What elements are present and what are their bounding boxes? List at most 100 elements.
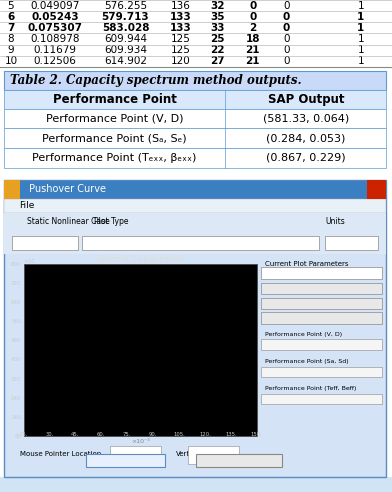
Text: Plot Type: Plot Type — [94, 217, 129, 226]
Text: 1: 1 — [358, 45, 364, 55]
Text: 10: 10 — [4, 57, 18, 66]
Text: 22: 22 — [211, 45, 225, 55]
Text: 9: 9 — [8, 45, 14, 55]
Text: 25: 25 — [211, 34, 225, 44]
Text: 1: 1 — [357, 12, 364, 22]
Text: 18: 18 — [246, 34, 260, 44]
Text: 400: 400 — [11, 357, 22, 363]
Text: Cancel: Cancel — [223, 456, 256, 465]
Text: A40PC1: A40PC1 — [265, 270, 292, 276]
Text: 150.: 150. — [251, 432, 263, 437]
Text: 720: 720 — [11, 281, 22, 286]
Text: 133: 133 — [169, 12, 191, 22]
Text: 1: 1 — [357, 23, 364, 33]
Text: Mouse Pointer Location    Horiz:: Mouse Pointer Location Horiz: — [20, 451, 130, 458]
Text: 0.075307: 0.075307 — [27, 23, 82, 33]
Text: 60.: 60. — [97, 432, 105, 437]
Text: 133: 133 — [169, 23, 191, 33]
Text: 120: 120 — [171, 57, 190, 66]
Text: 105.: 105. — [173, 432, 185, 437]
Text: 45.: 45. — [71, 432, 80, 437]
Text: 0.12506: 0.12506 — [33, 57, 76, 66]
Text: 583.028: 583.028 — [102, 23, 149, 33]
Text: Performance Point (V, D): Performance Point (V, D) — [46, 114, 183, 123]
Text: 1: 1 — [358, 57, 364, 66]
Text: Units: Units — [325, 217, 345, 226]
Text: 1: 1 — [358, 0, 364, 10]
Text: Performance Point (Teff, Beff): Performance Point (Teff, Beff) — [265, 386, 356, 391]
Text: 27: 27 — [210, 57, 225, 66]
Text: 640: 640 — [11, 300, 22, 305]
Text: 160: 160 — [11, 415, 22, 420]
Text: Add Copy of Parameters...: Add Copy of Parameters... — [280, 301, 363, 306]
Text: 135.: 135. — [225, 432, 237, 437]
Text: ATC-40 Capacity Spectrum: ATC-40 Capacity Spectrum — [110, 240, 203, 246]
Text: 15.: 15. — [19, 432, 28, 437]
Text: 1: 1 — [358, 34, 364, 44]
Text: X: X — [11, 185, 17, 194]
Text: 32: 32 — [211, 0, 225, 10]
Text: Performance Point (Sa, Sd): Performance Point (Sa, Sd) — [265, 359, 348, 364]
Text: 0: 0 — [283, 23, 290, 33]
Text: 120.: 120. — [199, 432, 211, 437]
Text: 0: 0 — [249, 0, 256, 10]
Text: OK: OK — [118, 456, 132, 465]
Text: Current Plot Parameters: Current Plot Parameters — [265, 261, 348, 267]
Text: X: X — [373, 185, 379, 194]
Text: 609.934: 609.934 — [104, 45, 147, 55]
Text: Spectral Acceleration →: Spectral Acceleration → — [254, 312, 260, 386]
Text: 800: 800 — [11, 262, 22, 267]
Text: 21: 21 — [246, 45, 260, 55]
Text: 125: 125 — [171, 34, 190, 44]
Text: 240: 240 — [11, 396, 22, 400]
Text: 0: 0 — [283, 57, 289, 66]
Text: ( 0.867  0.229 ): ( 0.867 0.229 ) — [297, 397, 346, 401]
Text: File: File — [20, 201, 35, 210]
Text: 614.902: 614.902 — [104, 57, 147, 66]
Text: 21: 21 — [246, 57, 260, 66]
Text: ×10: ×10 — [24, 259, 35, 264]
Text: 5: 5 — [8, 0, 14, 10]
Text: Performance Point: Performance Point — [53, 93, 177, 106]
Text: 0.11679: 0.11679 — [33, 45, 76, 55]
Text: Performance Point (V, D): Performance Point (V, D) — [265, 332, 342, 337]
Text: 75.: 75. — [123, 432, 131, 437]
Text: 80: 80 — [15, 434, 22, 439]
Text: SAP Output: SAP Output — [267, 93, 344, 106]
Text: 8: 8 — [8, 34, 14, 44]
Text: Spectral Displacement: Spectral Displacement — [97, 255, 183, 264]
Text: Performance Point (Sₐ, Sₑ): Performance Point (Sₐ, Sₑ) — [42, 133, 187, 143]
Text: 576.255: 576.255 — [104, 0, 147, 10]
Text: 0.05243: 0.05243 — [31, 12, 79, 22]
Text: 560: 560 — [11, 319, 22, 324]
Text: Table 2. Capacity spectrum method outputs.: Table 2. Capacity spectrum method output… — [10, 74, 301, 87]
Text: 0: 0 — [283, 12, 290, 22]
Text: 320: 320 — [11, 376, 22, 381]
Text: 579.713: 579.713 — [102, 12, 149, 22]
Text: Vert:: Vert: — [176, 451, 193, 458]
Text: 90.: 90. — [149, 432, 157, 437]
Text: 0: 0 — [283, 45, 289, 55]
Text: 480: 480 — [11, 338, 22, 343]
Text: Modify/Show Parameters...: Modify/Show Parameters... — [279, 315, 363, 321]
Text: (0.867, 0.229): (0.867, 0.229) — [266, 153, 346, 163]
Text: 0: 0 — [249, 12, 256, 22]
Text: ( 0.284  0.053 ): ( 0.284 0.053 ) — [298, 369, 345, 374]
Text: 0.049097: 0.049097 — [30, 0, 80, 10]
Text: (581.33, 0.064): (581.33, 0.064) — [263, 114, 349, 123]
Text: 125: 125 — [171, 45, 190, 55]
Text: ×10⁻³: ×10⁻³ — [131, 439, 149, 444]
Text: 6: 6 — [7, 12, 15, 22]
Text: PUSHOVER: PUSHOVER — [35, 239, 77, 247]
Text: Pushover Curve: Pushover Curve — [29, 184, 106, 194]
Text: ( 581.333  0.064 ): ( 581.333 0.064 ) — [294, 342, 349, 347]
Text: 35: 35 — [211, 12, 225, 22]
Text: kN, m, C: kN, m, C — [333, 240, 363, 246]
Text: Static Nonlinear Case: Static Nonlinear Case — [27, 217, 110, 226]
Text: 2: 2 — [249, 23, 256, 33]
Text: 0: 0 — [283, 34, 289, 44]
Text: 609.944: 609.944 — [104, 34, 147, 44]
Text: 0.108978: 0.108978 — [30, 34, 80, 44]
Text: Performance Point (Tₑₓₓ, βₑₓₓ): Performance Point (Tₑₓₓ, βₑₓₓ) — [33, 153, 197, 163]
Text: 30.: 30. — [45, 432, 54, 437]
